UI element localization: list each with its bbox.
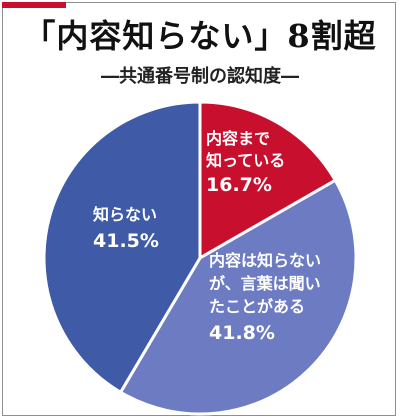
slice-value-2: 41.5% — [93, 230, 159, 252]
chart-subtitle: ―共通番号制の認知度― — [101, 66, 299, 87]
slice-value-1: 41.8% — [209, 322, 275, 344]
slice-label-1-line-2: たことがある — [209, 297, 305, 316]
pie-slice-2 — [42, 100, 202, 394]
chart-title: 「内容知らない」8割超 — [23, 17, 377, 55]
accent-bar — [2, 2, 66, 8]
pie-slice-0 — [198, 100, 337, 260]
slice-label-0-line-0: 内容まで — [206, 129, 270, 148]
slice-label-1-line-1: が、言葉は聞い — [209, 274, 321, 293]
slice-label-1-line-0: 内容は知らない — [209, 251, 321, 270]
slice-value-0: 16.7% — [206, 174, 272, 196]
slice-label-0-line-1: 知っている — [206, 151, 285, 170]
pie-slice-1 — [119, 178, 358, 416]
slice-label-2-line-0: 知らない — [93, 205, 157, 224]
